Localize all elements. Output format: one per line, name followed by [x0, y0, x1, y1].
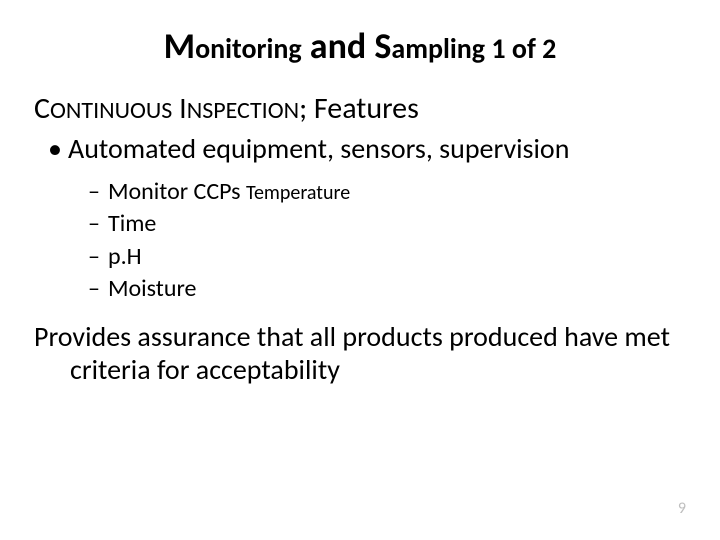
subhead-w1-big: C	[34, 90, 50, 127]
subhead-after: ; Features	[299, 90, 419, 127]
title-word1-initial: M	[164, 24, 195, 68]
subhead-w1-rest: ONTINUOUS	[50, 96, 172, 125]
dash-icon: –	[88, 273, 108, 305]
subheading: CONTINUOUS INSPECTION; Features	[34, 90, 690, 127]
sub-bullet-3-text: p.H	[108, 242, 142, 271]
bullet-item-1: •Automated equipment, sensors, supervisi…	[48, 131, 690, 166]
sub-bullet-1a: Monitor CCPs	[108, 177, 246, 206]
sub-bullet-3: –p.H	[88, 241, 690, 273]
page-number: 9	[678, 499, 686, 518]
sub-bullet-4: –Moisture	[88, 273, 690, 305]
title-word2-initial: S	[374, 24, 391, 68]
subhead-w2-big: I	[179, 90, 187, 127]
dash-icon: –	[88, 208, 108, 240]
sub-bullet-2-text: Time	[108, 209, 156, 238]
sub-bullet-1b: Temperature	[246, 181, 350, 205]
bullet-dot-icon: •	[48, 131, 68, 166]
title-connector: and	[302, 24, 375, 68]
bullet-item-1-text: Automated equipment, sensors, supervisio…	[68, 131, 569, 166]
sub-bullet-4-text: Moisture	[108, 274, 196, 303]
closing-text: Provides assurance that all products pro…	[34, 320, 690, 387]
dash-icon: –	[88, 176, 108, 208]
sub-bullet-1: –Monitor CCPs Temperature	[88, 176, 690, 208]
title-part: 1 of 2	[485, 31, 556, 66]
slide-title: Monitoring and Sampling 1 of 2	[30, 24, 690, 68]
subhead-w2-rest: NSPECTION	[187, 96, 299, 125]
dash-icon: –	[88, 241, 108, 273]
title-word2-rest: ampling	[391, 31, 485, 66]
slide: Monitoring and Sampling 1 of 2 CONTINUOU…	[0, 0, 720, 540]
sub-bullet-2: –Time	[88, 208, 690, 240]
title-word1-rest: onitoring	[195, 31, 302, 66]
